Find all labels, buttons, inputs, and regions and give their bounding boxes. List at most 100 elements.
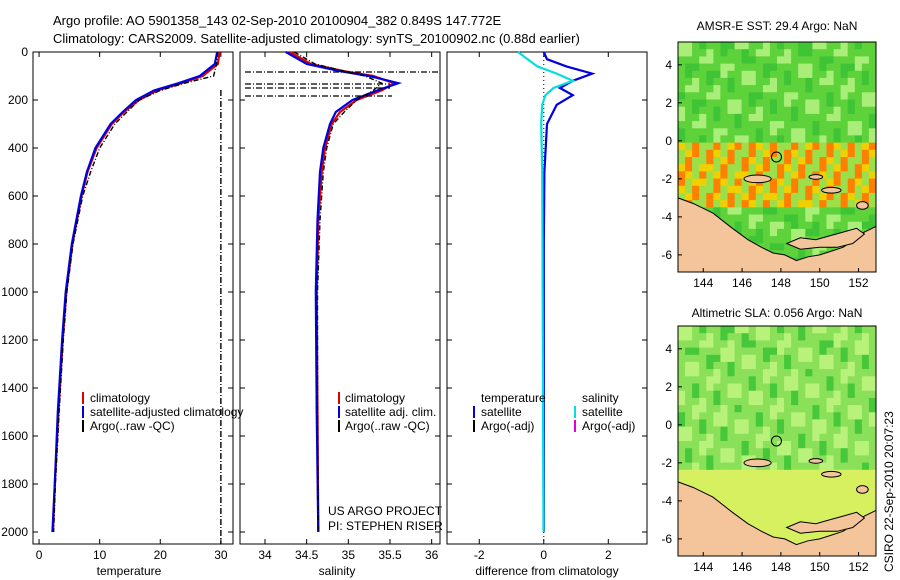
map-cell [777, 390, 785, 399]
map-cell [755, 326, 764, 334]
map-cell [868, 106, 877, 115]
map-cell [840, 390, 848, 399]
map-cell [854, 433, 863, 442]
map-cell [826, 85, 834, 93]
map-cell [805, 491, 813, 499]
map-cell [755, 469, 764, 478]
map-cell [762, 369, 771, 377]
map-cell [812, 135, 820, 143]
lat-tick-label: -6 [661, 248, 672, 262]
map-cell [699, 462, 707, 471]
map-cell [762, 142, 771, 151]
map-cell [805, 128, 813, 136]
map-cell [784, 236, 792, 244]
map-cell [812, 200, 820, 208]
lon-tick-label: 150 [810, 276, 830, 290]
map-cell [812, 354, 820, 363]
map-cell [854, 491, 863, 499]
map-cell [699, 200, 707, 208]
map-cell [833, 164, 841, 172]
map-cell [692, 369, 700, 377]
map-cell [798, 534, 806, 542]
map-cell [713, 49, 721, 57]
map-cell [798, 505, 806, 514]
map-cell [727, 171, 735, 179]
map-cell [720, 63, 728, 72]
map-cell [812, 405, 820, 413]
map-cell [812, 185, 820, 194]
map-cell [727, 383, 735, 391]
map-cell [819, 171, 827, 179]
map-cell [847, 106, 856, 115]
map-cell [769, 484, 778, 492]
map-cell [826, 390, 834, 399]
map-cell [699, 77, 707, 86]
map-cell [868, 484, 877, 492]
legend-satellite: satellite adj. clim. [345, 405, 436, 419]
map-cell [727, 405, 735, 413]
map-cell [741, 491, 749, 499]
map-cell [748, 49, 757, 57]
map-cell [699, 419, 707, 427]
map-cell [805, 397, 813, 406]
map-cell [720, 369, 728, 377]
map-cell [720, 85, 728, 93]
map-cell [720, 491, 728, 499]
map-cell [847, 426, 856, 435]
map-cell [833, 354, 841, 363]
map-cell [854, 164, 863, 172]
map-cell [678, 128, 686, 136]
map-cell [840, 376, 848, 384]
map-cell [819, 128, 827, 136]
map-cell [727, 207, 735, 215]
map-cell [819, 347, 827, 356]
map-cell [713, 397, 721, 406]
map-cell [826, 99, 834, 107]
map-cell [784, 383, 792, 391]
map-cell [861, 149, 870, 158]
map-cell [833, 326, 841, 334]
map-cell [755, 142, 764, 151]
map-cell [706, 70, 714, 79]
map-cell [748, 236, 757, 244]
map-cell [861, 77, 870, 86]
map-cell [734, 149, 742, 158]
map-cell [784, 469, 792, 478]
map-cell [762, 56, 771, 64]
map-cell [734, 113, 742, 122]
map-cell [685, 128, 693, 136]
map-cell [748, 142, 757, 151]
map-cell [812, 250, 820, 258]
map-cell [784, 178, 792, 187]
map-cell [840, 171, 848, 179]
map-cell [699, 49, 707, 57]
map-cell [748, 185, 757, 194]
map-cell [762, 527, 771, 535]
map-cell [699, 85, 707, 93]
map-cell [819, 121, 827, 129]
map-cell [777, 192, 785, 201]
map-cell [861, 70, 870, 79]
map-cell [847, 498, 856, 506]
map-cell [741, 142, 749, 151]
map-cell [755, 207, 764, 215]
map-cell [847, 484, 856, 492]
map-cell [699, 164, 707, 172]
map-cell [699, 135, 707, 143]
map-cell [826, 142, 834, 151]
map-cell [798, 369, 806, 377]
map-cell [777, 228, 785, 237]
map-cell [741, 149, 749, 158]
map-cell [699, 426, 707, 435]
map-cell [720, 390, 728, 399]
map-cell [840, 397, 848, 406]
map-cell [833, 99, 841, 107]
map-cell [777, 99, 785, 107]
map-cell [847, 207, 856, 215]
map-cell [713, 484, 721, 492]
map-cell [762, 207, 771, 215]
map-cell [762, 200, 771, 208]
map-cell [699, 484, 707, 492]
map-cell [734, 99, 742, 107]
map-cell [692, 128, 700, 136]
